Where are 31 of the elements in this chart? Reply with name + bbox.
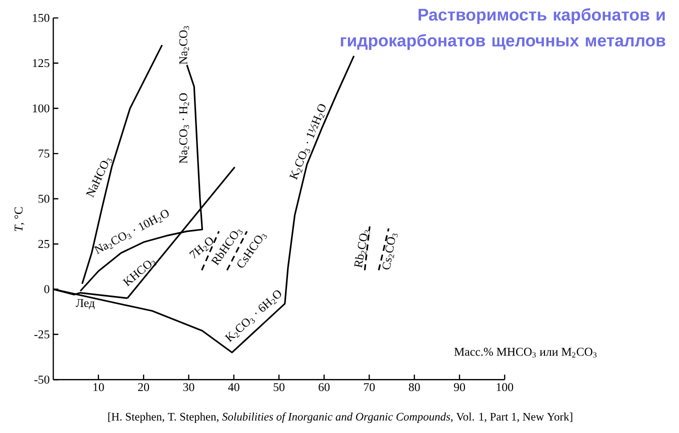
x-tick-label: 40 [228, 382, 240, 391]
x-axis-title: Масс.% MHCO$_{3}$ или M$_{2}$CO$_{3}$ [454, 348, 596, 358]
x-tick-label: 10 [94, 382, 104, 391]
y-axis-title: T, °C [14, 207, 24, 231]
y-tick-label: 50 [38, 194, 50, 203]
chart-title: Растворимость карбонатов и гидрокарбонатов щелочных металлов [340, 8, 666, 50]
annotation: Na$_{2}$CO$_{3}$ · 10H$_{2}$O [94, 210, 169, 254]
x-tick-label: 20 [138, 382, 150, 391]
annotation: Na$_{2}$CO$_{3}$ · H$_{2}$O [179, 93, 190, 164]
annotation: Cs$_{2}$CO$_{3}$ [382, 233, 398, 270]
y-tick-label: 100 [32, 104, 50, 112]
x-tick-label: 90 [454, 382, 466, 391]
annotation: Na$_{2}$CO$_{3}$ [179, 26, 190, 64]
annotation: Лед [76, 298, 95, 310]
annotation: K$_{2}$CO$_{3}$ · 1½H$_{2}$O [289, 104, 326, 180]
annotation: Rb$_{2}$CO$_{3}$ [354, 230, 370, 268]
y-tick-label: -50 [34, 375, 50, 384]
x-tick-label: 70 [364, 382, 375, 391]
x-tick-label: 80 [408, 382, 420, 391]
x-tick-label: 60 [318, 382, 330, 391]
y-tick-label: 25 [38, 240, 50, 248]
y-tick-label: 150 [32, 14, 50, 22]
y-tick-label: 125 [32, 58, 50, 67]
y-tick-label: -25 [34, 330, 50, 338]
x-tick-label: 100 [496, 382, 514, 391]
x-tick-label: 50 [274, 382, 284, 391]
y-tick-label: 0 [44, 284, 50, 293]
text: [H. Stephen, T. Stephen, Solubilities of Inorganic and Organic Compounds, Vol. 1, Part 1, New York] [108, 412, 572, 423]
y-tick-label: 75 [38, 149, 50, 158]
annotation: 7H$_{2}$O [189, 237, 214, 258]
x-tick-label: 30 [183, 382, 194, 391]
